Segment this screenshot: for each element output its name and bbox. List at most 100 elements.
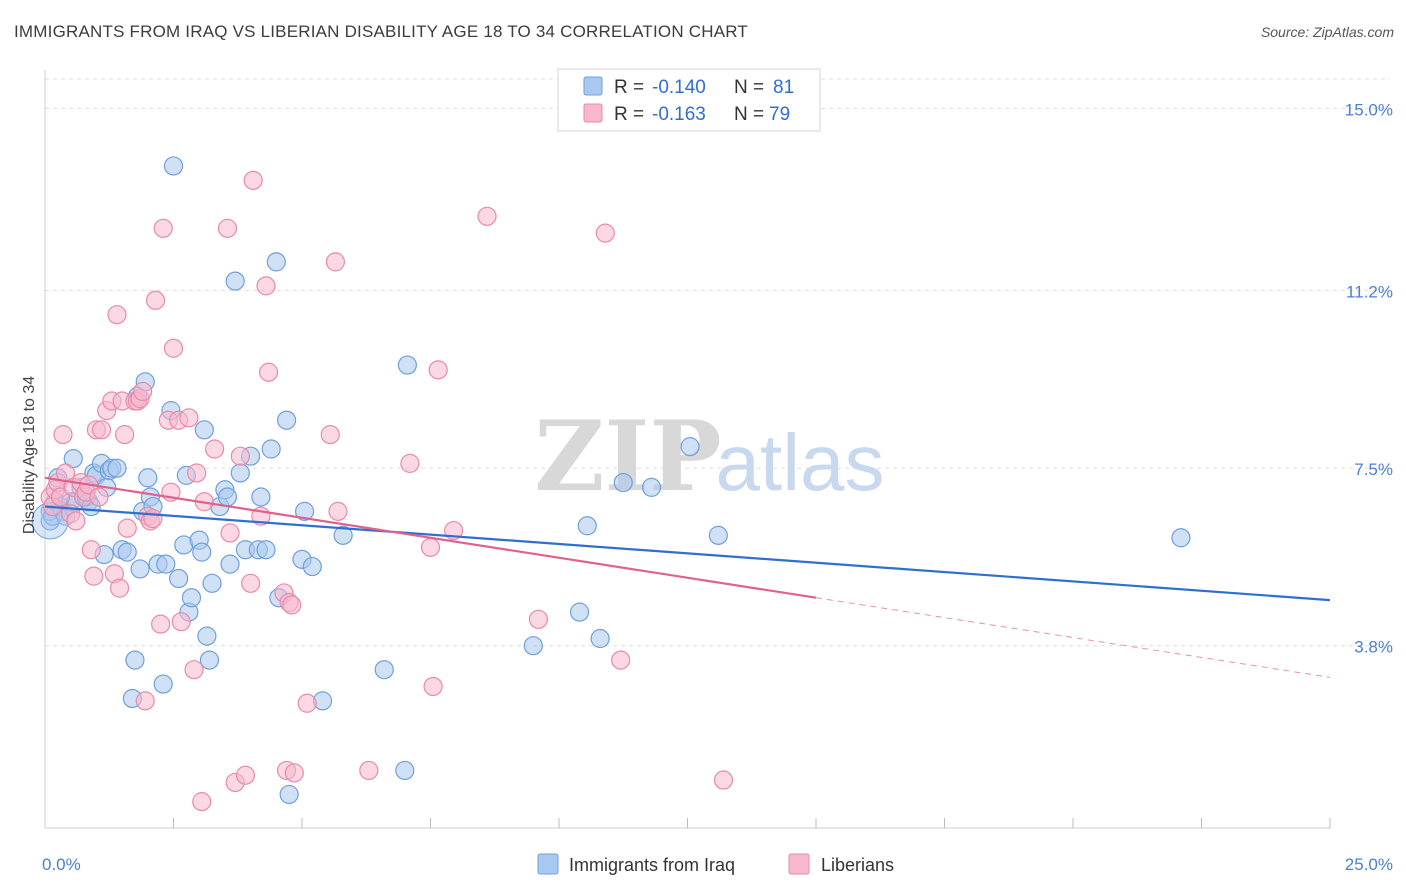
liberians-point-66 bbox=[325, 252, 346, 272]
liberians-point-9 bbox=[66, 511, 86, 531]
iraq-point-36 bbox=[153, 674, 173, 694]
liberians-point-25 bbox=[115, 425, 135, 445]
liberians-point-75 bbox=[528, 609, 549, 629]
iraq-point-83 bbox=[1171, 528, 1191, 548]
iraq-point-25 bbox=[117, 542, 137, 562]
liberians-point-49 bbox=[217, 218, 238, 238]
iraq-point-37 bbox=[156, 554, 176, 574]
iraq-point-48 bbox=[197, 626, 217, 646]
legend-r-label-liberians: R = bbox=[614, 104, 644, 125]
x-tick-label-0: 0.0% bbox=[42, 855, 81, 874]
liberians-point-63 bbox=[284, 763, 304, 783]
iraq-point-77 bbox=[577, 516, 597, 536]
liberians-point-42 bbox=[171, 612, 191, 632]
liberians-point-54 bbox=[241, 573, 261, 593]
liberians-point-22 bbox=[107, 305, 127, 325]
y-tick-label-3: 15.0% bbox=[1345, 100, 1393, 119]
liberians-point-34 bbox=[143, 508, 163, 529]
iraq-point-56 bbox=[230, 463, 250, 483]
liberians-point-62 bbox=[282, 595, 302, 615]
legend-bottom-swatch-liberians bbox=[788, 853, 810, 875]
iraq-point-71 bbox=[333, 525, 353, 545]
iraq-point-61 bbox=[256, 540, 276, 560]
iraq-point-60 bbox=[251, 487, 271, 507]
legend-bottom-label-liberians: Liberians bbox=[821, 855, 894, 875]
iraq-point-76 bbox=[569, 602, 590, 622]
legend-n-label-iraq: N = bbox=[734, 77, 764, 98]
trend-line-liberians bbox=[44, 476, 817, 599]
liberians-point-36 bbox=[151, 614, 171, 634]
liberians-point-48 bbox=[205, 439, 225, 459]
zipatlas-watermark: ZIP atlas bbox=[534, 400, 884, 513]
iraq-point-53 bbox=[217, 487, 238, 507]
legend-stats: R = -0.140 N = 81 R = -0.163 N = 79 bbox=[557, 68, 821, 132]
y-axis-label: Disability Age 18 to 34 bbox=[21, 376, 38, 534]
y-tick-label-2: 11.2% bbox=[1346, 283, 1393, 302]
y-tick-label-0: 3.8% bbox=[1354, 638, 1393, 657]
liberians-point-43 bbox=[179, 408, 199, 428]
liberians-point-46 bbox=[192, 792, 212, 812]
iraq-point-54 bbox=[220, 554, 240, 574]
iraq-point-23 bbox=[107, 458, 127, 478]
liberians-point-71 bbox=[423, 676, 443, 697]
legend-r-label-iraq: R = bbox=[614, 77, 644, 98]
chart-title: IMMIGRANTS FROM IRAQ VS LIBERIAN DISABIL… bbox=[14, 22, 749, 41]
liberians-point-67 bbox=[328, 501, 348, 521]
liberians-point-58 bbox=[258, 362, 279, 382]
legend-series: Immigrants from Iraq Liberians bbox=[537, 853, 894, 875]
legend-r-value-iraq: -0.140 bbox=[652, 77, 706, 98]
liberians-point-53 bbox=[235, 765, 256, 785]
iraq-point-47 bbox=[194, 420, 214, 440]
iraq-point-29 bbox=[130, 559, 150, 579]
liberians-point-5 bbox=[53, 425, 73, 445]
liberians-point-17 bbox=[89, 487, 109, 507]
liberians-point-37 bbox=[153, 218, 173, 238]
liberians-point-4 bbox=[50, 487, 71, 507]
iraq-point-81 bbox=[680, 437, 700, 457]
trend-line-iraq bbox=[44, 505, 1331, 602]
liberians-point-35 bbox=[145, 290, 166, 310]
iraq-point-32 bbox=[138, 468, 158, 488]
legend-n-value-liberians: 79 bbox=[769, 104, 790, 125]
iraq-point-40 bbox=[169, 568, 189, 589]
iraq-point-50 bbox=[202, 573, 222, 593]
iraq-point-73 bbox=[395, 760, 415, 781]
liberians-point-64 bbox=[297, 693, 317, 713]
iraq-point-66 bbox=[279, 784, 299, 805]
legend-bottom-swatch-iraq bbox=[537, 853, 559, 875]
liberians-point-26 bbox=[117, 518, 137, 538]
trend-lines bbox=[44, 476, 1331, 678]
source-credit: Source: ZipAtlas.com bbox=[1260, 24, 1394, 40]
series-liberians-points bbox=[40, 170, 734, 812]
legend-swatch-iraq bbox=[583, 76, 603, 96]
series-iraq-points bbox=[31, 156, 1191, 805]
liberians-point-14 bbox=[81, 540, 101, 560]
iraq-point-62 bbox=[261, 439, 281, 459]
grid-lines bbox=[45, 78, 1390, 647]
trend-line-liberians-extension bbox=[815, 597, 1331, 678]
liberians-point-44 bbox=[184, 660, 204, 680]
tick-labels: 3.8% 7.5% 11.2% 15.0% 0.0% 25.0% bbox=[42, 100, 1393, 874]
iraq-point-55 bbox=[225, 271, 245, 291]
iraq-point-65 bbox=[276, 410, 297, 430]
legend-n-label-liberians: N = bbox=[734, 104, 764, 125]
liberians-point-77 bbox=[611, 650, 631, 670]
liberians-point-74 bbox=[477, 206, 497, 226]
iraq-point-49 bbox=[199, 650, 220, 670]
iraq-point-74 bbox=[397, 355, 417, 375]
liberians-point-15 bbox=[84, 566, 104, 586]
liberians-point-18 bbox=[91, 420, 112, 440]
iraq-point-44 bbox=[181, 588, 202, 608]
iraq-point-46 bbox=[192, 542, 212, 562]
y-tick-label-1: 7.5% bbox=[1354, 460, 1393, 479]
axes bbox=[44, 70, 1331, 829]
legend-swatch-liberians bbox=[583, 103, 603, 123]
liberians-point-45 bbox=[187, 463, 207, 483]
iraq-point-80 bbox=[641, 477, 662, 497]
iraq-point-72 bbox=[374, 660, 394, 680]
watermark-zip-text: ZIP bbox=[534, 400, 721, 513]
liberians-point-69 bbox=[400, 453, 420, 473]
watermark-atlas-text: atlas bbox=[716, 418, 885, 507]
x-tick-label-1: 25.0% bbox=[1345, 855, 1393, 874]
